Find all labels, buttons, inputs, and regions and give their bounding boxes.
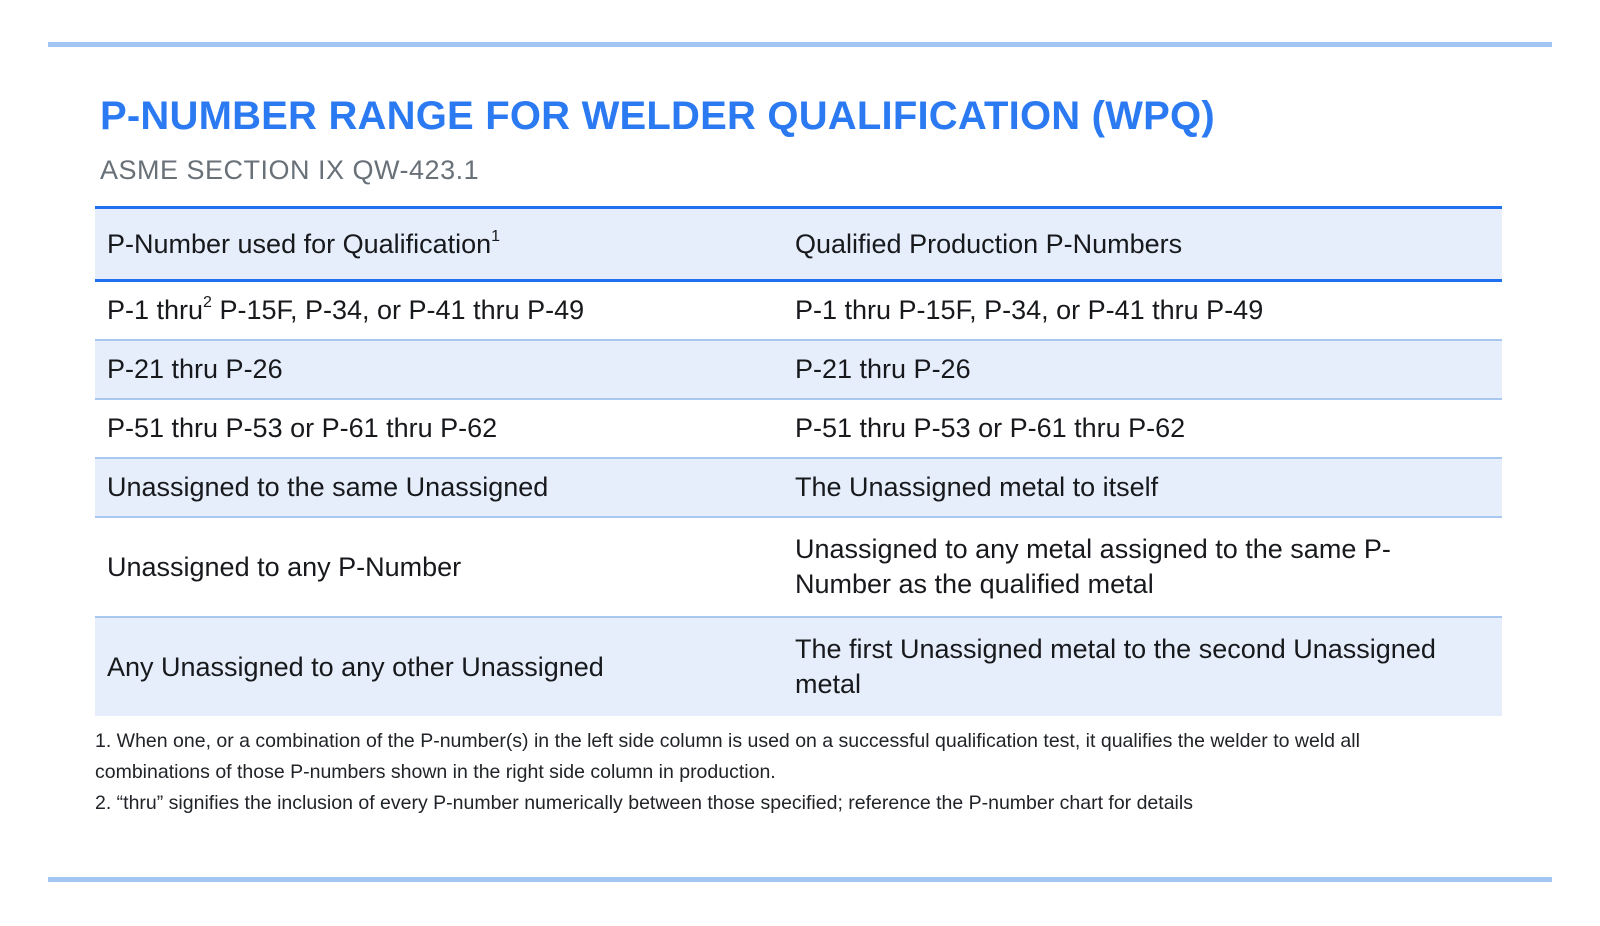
- table-row: Unassigned to the same Unassigned The Un…: [95, 457, 1502, 516]
- cell-left-pre: P-51 thru P-53 or P-61 thru P-62: [107, 413, 498, 443]
- table-row: Unassigned to any P-Number Unassigned to…: [95, 516, 1502, 616]
- table-cell-qualification: P-21 thru P-26: [95, 352, 795, 387]
- table-header-right-label: Qualified Production P-Numbers: [795, 228, 1183, 259]
- cell-left-pre: P-1 thru: [107, 295, 204, 325]
- table-cell-production: P-51 thru P-53 or P-61 thru P-62: [795, 411, 1502, 446]
- table-header-right: Qualified Production P-Numbers: [795, 227, 1502, 262]
- bottom-divider-rule: [48, 877, 1552, 882]
- table-row: P-51 thru P-53 or P-61 thru P-62 P-51 th…: [95, 398, 1502, 457]
- table-cell-qualification: Any Unassigned to any other Unassigned: [95, 650, 795, 685]
- page-title: P-NUMBER RANGE FOR WELDER QUALIFICATION …: [100, 94, 1215, 138]
- table-cell-qualification: P-51 thru P-53 or P-61 thru P-62: [95, 411, 795, 446]
- cell-right-text: P-1 thru P-15F, P-34, or P-41 thru P-49: [795, 295, 1264, 325]
- table-row: P-1 thru2 P-15F, P-34, or P-41 thru P-49…: [95, 282, 1502, 339]
- table-cell-production: P-21 thru P-26: [795, 352, 1502, 387]
- cell-right-text: P-21 thru P-26: [795, 354, 971, 384]
- cell-right-text: The Unassigned metal to itself: [795, 472, 1159, 502]
- table-row: Any Unassigned to any other Unassigned T…: [95, 616, 1502, 716]
- table-body: P-1 thru2 P-15F, P-34, or P-41 thru P-49…: [95, 282, 1502, 716]
- footnote-item: 2. “thru” signifies the inclusion of eve…: [95, 792, 1193, 814]
- page-subtitle: ASME SECTION IX QW-423.1: [100, 155, 480, 185]
- table-header-left: P-Number used for Qualification1: [95, 227, 795, 262]
- cell-left-pre: Any Unassigned to any other Unassigned: [107, 651, 604, 682]
- table-cell-production: Unassigned to any metal assigned to the …: [795, 532, 1502, 602]
- table-row: P-21 thru P-26 P-21 thru P-26: [95, 339, 1502, 398]
- cell-right-text: P-51 thru P-53 or P-61 thru P-62: [795, 413, 1186, 443]
- table-cell-production: The first Unassigned metal to the second…: [795, 632, 1502, 702]
- cell-left-pre: P-21 thru P-26: [107, 354, 283, 384]
- table-cell-production: The Unassigned metal to itself: [795, 470, 1502, 505]
- cell-right-text: The first Unassigned metal to the second…: [795, 634, 1436, 699]
- top-divider-rule: [48, 42, 1552, 47]
- footnote-ref-1: 1: [491, 227, 501, 245]
- cell-left-post: P-15F, P-34, or P-41 thru P-49: [211, 295, 585, 325]
- content-area: P-NUMBER RANGE FOR WELDER QUALIFICATION …: [95, 92, 1502, 819]
- cell-right-text: Unassigned to any metal assigned to the …: [795, 534, 1391, 599]
- cell-left-pre: Unassigned to any P-Number: [107, 551, 462, 582]
- table-cell-qualification: Unassigned to any P-Number: [95, 550, 795, 585]
- table-header-left-label: P-Number used for Qualification: [107, 228, 492, 259]
- cell-left-pre: Unassigned to the same Unassigned: [107, 472, 549, 502]
- footnote-item: 1. When one, or a combination of the P-n…: [95, 730, 1360, 783]
- cell-left-sup: 2: [203, 294, 212, 311]
- table-header-row: P-Number used for Qualification1 Qualifi…: [95, 206, 1502, 282]
- qualification-table: P-Number used for Qualification1 Qualifi…: [95, 206, 1502, 716]
- table-cell-qualification: P-1 thru2 P-15F, P-34, or P-41 thru P-49: [95, 293, 795, 328]
- footnotes: 1. When one, or a combination of the P-n…: [95, 726, 1455, 819]
- table-cell-production: P-1 thru P-15F, P-34, or P-41 thru P-49: [795, 293, 1502, 328]
- table-cell-qualification: Unassigned to the same Unassigned: [95, 470, 795, 505]
